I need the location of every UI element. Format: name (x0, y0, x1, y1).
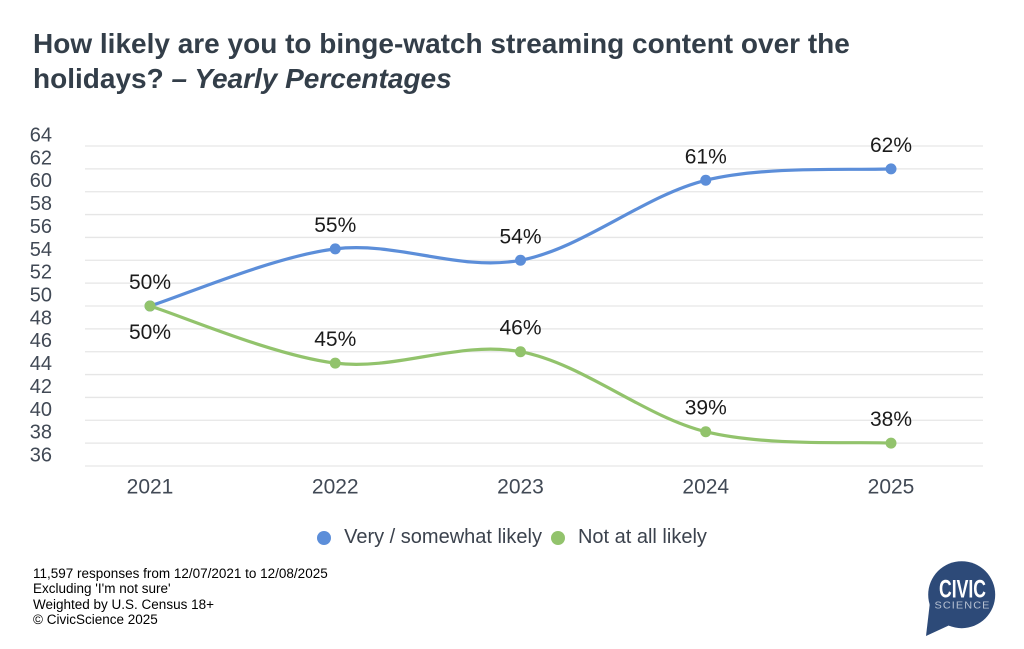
y-axis-label: 46 (30, 330, 52, 352)
data-label: 54% (499, 225, 541, 248)
y-axis-label: 60 (30, 170, 52, 192)
y-axis-label: 56 (30, 216, 52, 238)
legend-label: Not at all likely (577, 526, 707, 548)
data-point (885, 437, 897, 449)
y-axis-label: 64 (30, 125, 52, 147)
data-label: 50% (129, 321, 171, 344)
legend-item: Not at all likely (550, 526, 707, 549)
data-point (329, 357, 341, 369)
x-axis-label: 2023 (497, 476, 544, 499)
x-axis-label: 2022 (312, 476, 359, 499)
y-axis-label: 50 (30, 285, 52, 307)
logo-bubble (928, 561, 996, 629)
chart-title-line1: How likely are you to binge-watch stream… (33, 28, 850, 59)
y-axis-label: 40 (30, 399, 52, 421)
data-point (515, 254, 526, 266)
data-label: 55% (314, 214, 356, 237)
x-axis-label: 2025 (868, 476, 915, 499)
data-label: 62% (870, 134, 912, 157)
y-axis-label: 58 (30, 193, 52, 215)
y-axis-label: 48 (30, 307, 52, 329)
data-label: 61% (685, 145, 727, 168)
x-axis-label: 2021 (127, 476, 174, 499)
footnotes: 11,597 responses from 12/07/2021 to 12/0… (33, 566, 328, 627)
data-label: 45% (314, 328, 356, 351)
data-point (144, 300, 156, 312)
data-label: 50% (129, 271, 171, 294)
logo-text-civic: CIVIC (939, 576, 986, 604)
chart-subtitle: – Yearly Percentages (171, 63, 452, 94)
data-point (329, 243, 341, 255)
data-label: 38% (870, 408, 912, 431)
y-axis-label: 62 (30, 147, 52, 169)
data-point (515, 346, 526, 358)
y-axis-label: 44 (30, 353, 52, 375)
data-point (700, 426, 712, 438)
footnote-line: © CivicScience 2025 (33, 611, 158, 627)
y-axis-label: 54 (30, 239, 52, 261)
data-label: 46% (499, 317, 541, 340)
chart-title: How likely are you to binge-watch stream… (33, 26, 850, 96)
legend: Very / somewhat likely Not at all likely (0, 526, 1024, 549)
x-axis-label: 2024 (682, 476, 729, 499)
y-axis-label: 42 (30, 376, 52, 398)
footnote-line: Excluding 'I'm not sure' (33, 581, 171, 597)
legend-marker-icon (317, 530, 332, 545)
data-point (885, 163, 897, 175)
y-axis-label: 52 (30, 262, 52, 284)
y-axis-label: 38 (30, 422, 52, 444)
data-point (700, 174, 712, 186)
civicscience-logo: CIVIC SCIENCE (926, 561, 996, 636)
legend-item: Very / somewhat likely (317, 526, 542, 549)
footnote-line: Weighted by U.S. Census 18+ (33, 596, 214, 612)
chart-title-line2: holidays? (33, 63, 172, 94)
logo-text-science: SCIENCE (935, 601, 991, 612)
legend-marker-icon (550, 530, 565, 545)
legend-label: Very / somewhat likely (344, 526, 542, 548)
data-label: 39% (685, 397, 727, 420)
y-axis-label: 36 (30, 445, 52, 467)
footnote-line: 11,597 responses from 12/07/2021 to 12/0… (33, 566, 328, 581)
